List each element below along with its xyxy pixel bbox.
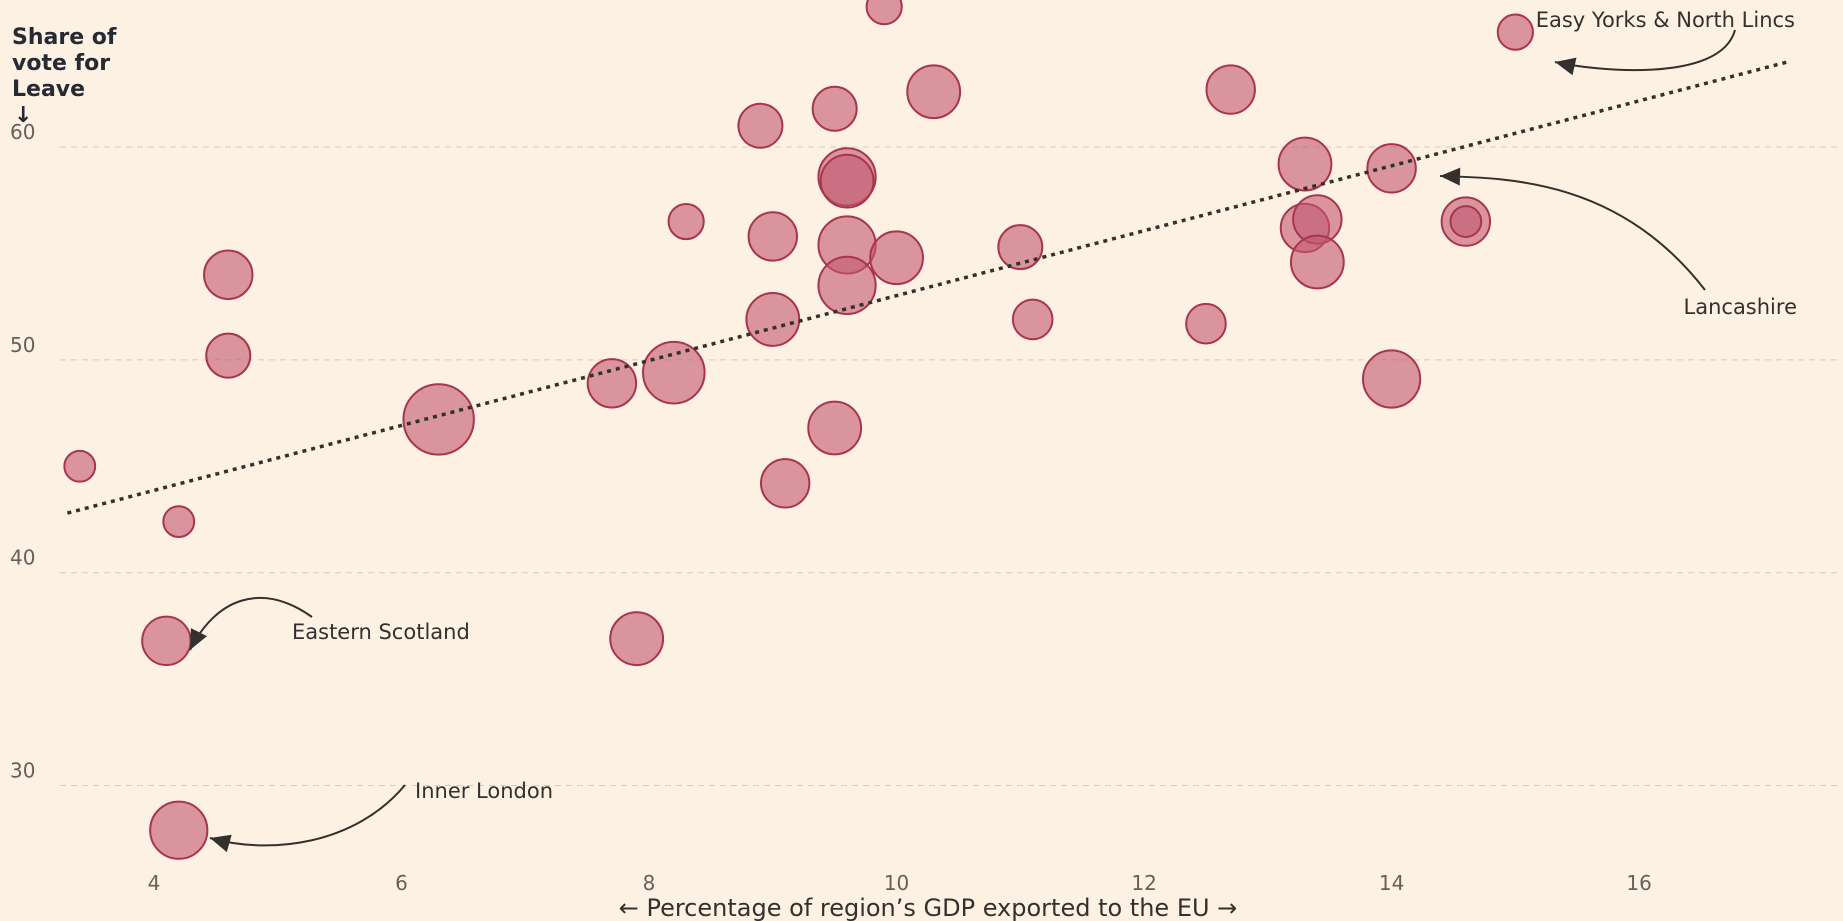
annotation-arrowhead	[210, 834, 232, 853]
data-point	[1205, 64, 1256, 115]
data-point	[1185, 302, 1227, 345]
annotation-arrowhead	[1555, 57, 1577, 76]
data-point	[906, 64, 962, 120]
y-tick-label: 40	[10, 546, 35, 570]
y-tick-label: 50	[10, 333, 35, 357]
x-tick-label: 10	[884, 871, 909, 895]
x-axis-label: ← Percentage of region’s GDP exported to…	[619, 894, 1238, 921]
annotation-label: Eastern Scotland	[292, 620, 470, 644]
data-point	[817, 255, 877, 315]
annotation-arrow-line	[209, 784, 406, 847]
data-point	[1289, 234, 1345, 290]
annotation-arrowhead	[190, 628, 207, 650]
x-tick-label: 16	[1626, 871, 1651, 895]
y-tick-label: 60	[10, 120, 35, 144]
data-point	[609, 611, 665, 667]
x-tick-label: 12	[1131, 871, 1156, 895]
annotation-label: Lancashire	[1684, 295, 1797, 319]
x-tick-label: 4	[148, 871, 161, 895]
data-point	[203, 249, 254, 300]
y-tick-label: 30	[10, 759, 35, 783]
x-axis-ticks: 4 6 8 10 12 14 16	[148, 871, 1652, 895]
data-point	[141, 615, 192, 666]
annotation-arrow-line	[1554, 29, 1736, 72]
annotation-arrowhead	[1440, 167, 1461, 186]
data-point	[1277, 136, 1333, 192]
annotation-label: Inner London	[415, 779, 553, 803]
annotation-arrow-line	[1439, 175, 1706, 291]
x-tick-label: 14	[1379, 871, 1404, 895]
y-axis-label-line-1: Share of	[12, 25, 117, 50]
y-axis-label-arrow: ↓	[14, 103, 32, 128]
data-point	[1361, 349, 1422, 409]
data-point	[747, 211, 799, 262]
data-point	[162, 505, 196, 539]
data-point	[759, 458, 811, 509]
data-point	[402, 383, 475, 456]
annotations: Easy Yorks & North Lincs Lancashire Easter…	[189, 8, 1797, 853]
x-tick-label: 6	[395, 871, 408, 895]
data-point	[641, 340, 706, 405]
data-point	[667, 202, 705, 241]
data-point	[807, 400, 863, 456]
data-point	[745, 292, 801, 347]
data-point	[997, 224, 1044, 271]
x-tick-label: 8	[643, 871, 656, 895]
data-points	[63, 0, 1534, 860]
data-point	[1496, 13, 1534, 51]
y-axis-label-line-3: Leave	[12, 77, 85, 102]
data-point	[149, 800, 209, 860]
data-point	[1011, 298, 1054, 341]
gridlines	[60, 146, 1840, 787]
data-point	[1366, 143, 1417, 194]
data-point	[865, 0, 903, 26]
data-point	[819, 153, 875, 209]
data-point	[205, 332, 252, 379]
data-point	[1449, 205, 1483, 238]
data-point	[586, 358, 638, 409]
annotation-label: Easy Yorks & North Lincs	[1536, 8, 1795, 32]
data-point	[63, 449, 97, 483]
y-axis-label-line-2: vote for	[12, 51, 110, 76]
data-point	[811, 85, 858, 132]
y-axis-ticks: 30 40 50 60	[10, 120, 35, 782]
y-axis-label: Share of vote for Leave ↓	[12, 25, 124, 128]
data-point	[737, 102, 784, 149]
data-point	[869, 230, 924, 286]
trend-line	[66, 60, 1789, 515]
